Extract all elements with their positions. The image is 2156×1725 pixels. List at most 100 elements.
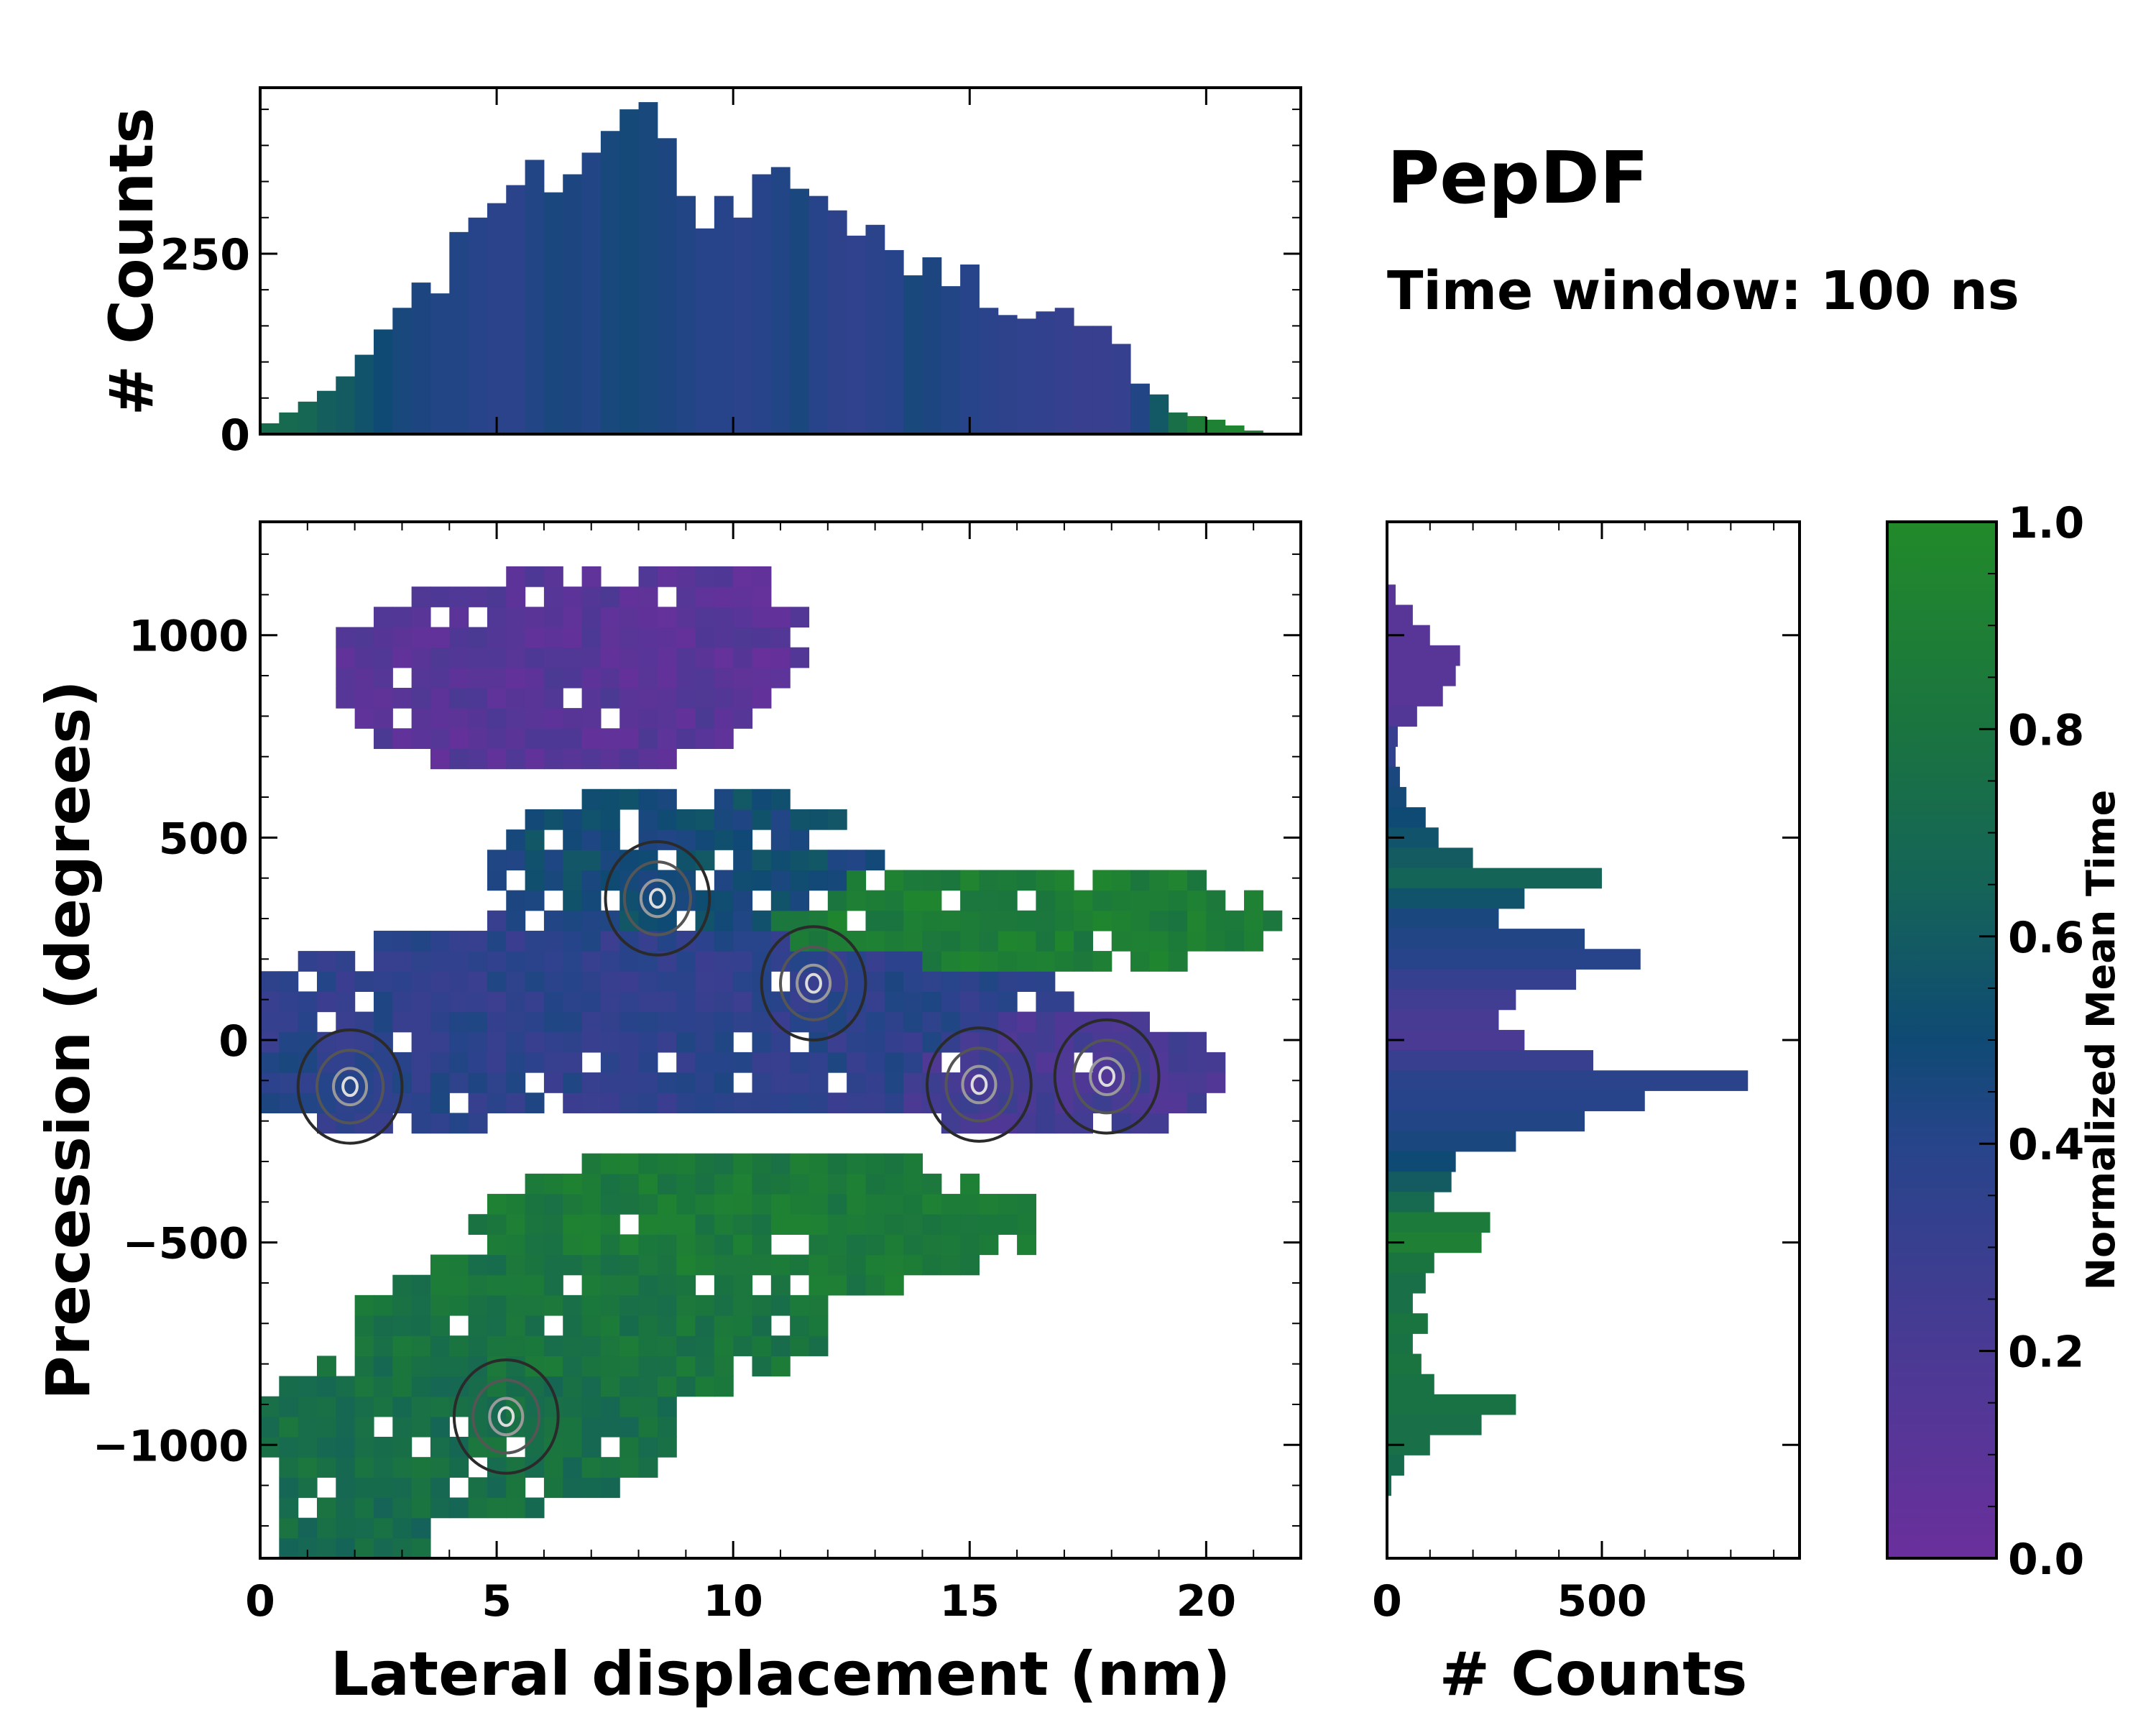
map-cell bbox=[373, 667, 393, 689]
map-cell bbox=[619, 991, 640, 1013]
map-cell bbox=[638, 708, 658, 729]
map-cell bbox=[1244, 930, 1263, 952]
map-cell bbox=[506, 728, 526, 750]
map-cell bbox=[279, 1477, 299, 1499]
map-cell bbox=[581, 951, 602, 972]
map-cell bbox=[638, 1092, 658, 1113]
map-cell bbox=[1168, 951, 1188, 972]
map-cell bbox=[827, 850, 847, 871]
right-histogram-bar bbox=[1387, 929, 1585, 949]
map-cell bbox=[1036, 1113, 1056, 1134]
map-cell bbox=[752, 647, 772, 668]
map-cell bbox=[657, 1153, 677, 1174]
map-cell bbox=[354, 1537, 374, 1558]
map-cell bbox=[563, 1254, 583, 1276]
right-histogram-bar bbox=[1387, 969, 1577, 990]
map-cell bbox=[411, 951, 431, 972]
map-cell bbox=[354, 708, 374, 729]
map-cell bbox=[506, 708, 526, 729]
map-cell bbox=[808, 1294, 829, 1316]
top-histogram-ytick-label: 250 bbox=[160, 230, 250, 280]
map-cell bbox=[1036, 951, 1056, 972]
right-histogram-xtick-label: 0 bbox=[1372, 1576, 1402, 1627]
map-cell bbox=[392, 627, 413, 648]
map-cell bbox=[790, 607, 810, 628]
map-cell bbox=[619, 728, 640, 750]
map-cell bbox=[714, 1356, 734, 1377]
map-cell bbox=[884, 1011, 904, 1033]
map-cell bbox=[506, 607, 526, 628]
map-cell bbox=[865, 1031, 885, 1053]
map-cell bbox=[543, 930, 563, 952]
map-cell bbox=[1149, 1113, 1169, 1134]
map-cell bbox=[1036, 1092, 1056, 1113]
map-cell bbox=[487, 1497, 507, 1519]
map-cell bbox=[865, 1214, 885, 1235]
colorbar: 0.0 0.2 0.4 0.6 0.8 1.0 Normalized Mean Time bbox=[1886, 498, 2124, 1585]
map-cell bbox=[619, 971, 640, 993]
map-cell bbox=[979, 951, 999, 972]
map-cell bbox=[657, 667, 677, 689]
map-cell bbox=[430, 647, 450, 668]
map-cell bbox=[1054, 930, 1074, 952]
map-cell bbox=[695, 829, 715, 850]
map-cell bbox=[657, 1254, 677, 1276]
map-cell bbox=[430, 667, 450, 689]
map-cell bbox=[903, 1072, 923, 1093]
map-cell bbox=[808, 1274, 829, 1296]
map-cell bbox=[733, 890, 753, 911]
map-cell bbox=[392, 687, 413, 709]
map-cell bbox=[430, 687, 450, 709]
map-cell bbox=[752, 1294, 772, 1316]
map-cell bbox=[543, 647, 563, 668]
map-cell bbox=[770, 667, 791, 689]
map-cell bbox=[298, 1011, 318, 1033]
map-cell bbox=[411, 667, 431, 689]
top-histogram-bar bbox=[581, 152, 602, 434]
map-cell bbox=[884, 991, 904, 1013]
map-cell bbox=[638, 971, 658, 993]
map-cell bbox=[619, 1315, 640, 1336]
map-cell bbox=[316, 971, 336, 993]
map-cell bbox=[487, 1315, 507, 1336]
map-cell bbox=[506, 850, 526, 871]
map-cell bbox=[619, 1031, 640, 1053]
map-cell bbox=[808, 1173, 829, 1195]
contour-line bbox=[649, 888, 666, 909]
map-cell bbox=[392, 1315, 413, 1336]
map-cell bbox=[808, 1254, 829, 1276]
map-cell bbox=[638, 991, 658, 1013]
top-histogram-bar bbox=[1074, 326, 1093, 434]
map-cell bbox=[733, 930, 753, 952]
right-histogram: 0 500 # Counts bbox=[1372, 520, 1801, 1709]
map-cell bbox=[638, 1294, 658, 1316]
map-cell bbox=[563, 1294, 583, 1316]
map-cell bbox=[581, 647, 602, 668]
map-cell bbox=[714, 910, 734, 932]
map-cell bbox=[770, 870, 791, 891]
top-histogram-bar bbox=[430, 293, 450, 434]
top-histogram-bar bbox=[316, 390, 336, 434]
map-cell bbox=[581, 1254, 602, 1276]
map-cell bbox=[847, 1031, 867, 1053]
top-histogram-bar bbox=[790, 188, 809, 434]
map-cell bbox=[657, 687, 677, 709]
top-histogram-bar bbox=[1149, 394, 1169, 434]
map-cell bbox=[411, 1477, 431, 1499]
map-cell bbox=[525, 1294, 545, 1316]
main-map-ytick-label: 1000 bbox=[129, 612, 249, 662]
map-cell bbox=[827, 809, 847, 830]
map-cell bbox=[695, 971, 715, 993]
map-cell bbox=[808, 1234, 829, 1256]
map-cell bbox=[468, 1437, 488, 1458]
map-cell bbox=[1168, 1052, 1188, 1073]
map-cell bbox=[581, 607, 602, 628]
map-cell bbox=[1092, 890, 1112, 911]
map-cell bbox=[1149, 890, 1169, 911]
map-cell bbox=[638, 1031, 658, 1053]
map-cell bbox=[411, 687, 431, 709]
map-cell bbox=[563, 1052, 583, 1073]
top-histogram-bar bbox=[941, 286, 961, 434]
map-cell bbox=[600, 1416, 620, 1438]
map-cell bbox=[808, 1092, 829, 1113]
